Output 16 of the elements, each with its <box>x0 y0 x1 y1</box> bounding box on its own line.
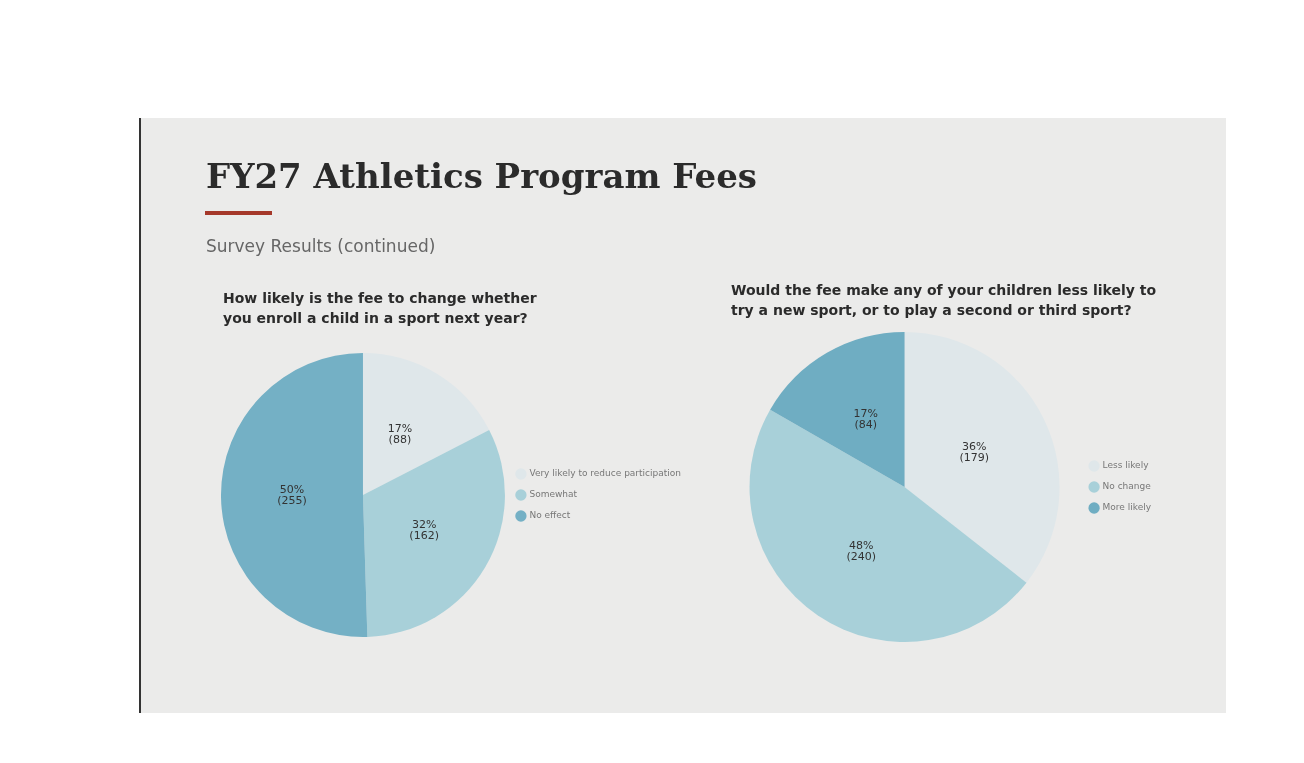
data-label: 17% (88) <box>387 421 413 446</box>
data-label: 32% (162) <box>409 518 439 543</box>
chart-title: Would the fee make any of your children less likely to try a new sport, or to play a second or third sport? <box>731 281 1158 320</box>
data-label: 48% (240) <box>846 538 876 563</box>
data-label: 17% (84) <box>853 407 878 432</box>
chart-title: How likely is the fee to change whether you enroll a child in a sport next year? <box>223 289 538 328</box>
text: FY27 Athletics Program Fees <box>206 156 757 196</box>
data-label: 36% (179) <box>959 440 990 465</box>
legend-label: Somewhat <box>529 489 578 500</box>
legend-label: Very likely to reduce participation <box>529 468 682 479</box>
legend-label: No change <box>1102 481 1152 492</box>
legend-label: More likely <box>1102 502 1152 513</box>
data-label: 50% (255) <box>277 483 307 508</box>
text: Survey Results (continued) <box>206 236 436 256</box>
legend-label: No effect <box>529 510 571 521</box>
legend-label: Less likely <box>1102 460 1150 471</box>
